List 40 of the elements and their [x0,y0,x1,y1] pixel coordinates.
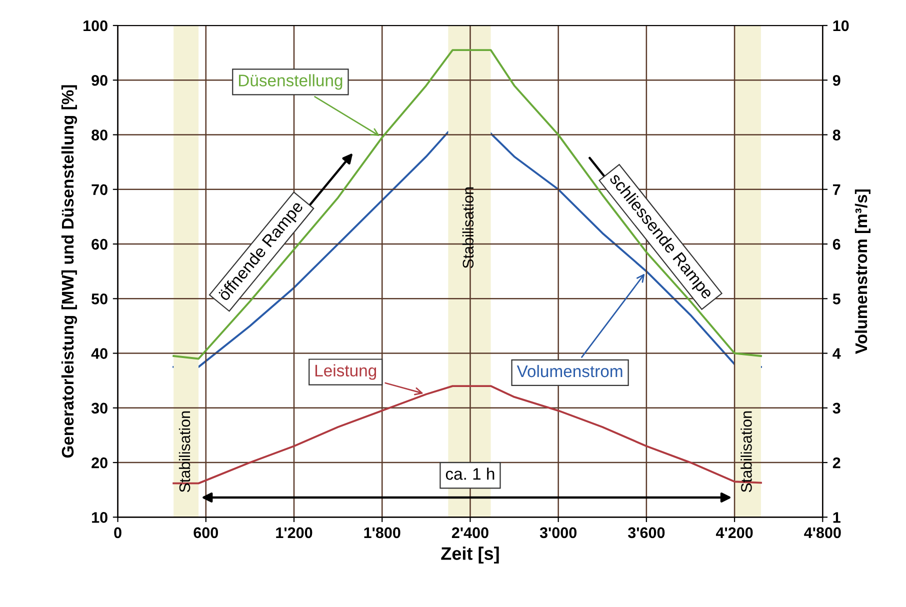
x-tick-label: 600 [194,527,218,538]
x-tick-label: 4'800 [804,527,841,538]
y-tick-label: 60 [92,238,108,250]
x-tick-label: 0 [114,527,122,538]
y2-tick-label: 7 [833,184,840,195]
band-label: Stabilisation [462,187,474,268]
y-tick-label: 10 [92,512,108,523]
y-tick-label: 70 [92,184,108,196]
y-tick-label: 40 [91,348,108,359]
y2-tick-label: 9 [832,74,840,86]
y2-tick-label: 6 [832,238,840,250]
x-tick-label: 3'000 [540,527,577,538]
y2-tick-label: 5 [832,294,840,304]
annotation: Leistung [315,364,376,380]
annotation: Düsenstellung [238,74,342,90]
y-tick-label: 100 [84,20,108,32]
y-tick-label: 20 [92,457,108,468]
band-label: Stabilisation [740,411,752,492]
y-tick-label: 30 [91,402,108,414]
y2-tick-label: 2 [832,457,840,468]
x-tick-label: 4'200 [716,527,753,538]
y2-tick-label: 8 [832,130,840,140]
y2-tick-label: 4 [832,348,841,359]
y2-tick-label: 1 [833,512,840,523]
x-axis-title: Zeit [s] [441,546,499,564]
y2-axis-title: Volumenstrom [m³/s] [854,190,870,354]
y2-tick-label: 3 [832,402,840,414]
y2-tick-label: 10 [833,20,849,32]
y-tick-label: 50 [92,294,108,304]
x-tick-label: 1'200 [276,527,312,538]
x-tick-label: 3'600 [628,527,665,538]
band-label: Stabilisation [178,411,190,492]
line-series [172,49,762,360]
y-axis-title: Generatorleistung [MW] und Düsenstellung [%] [61,85,78,458]
y-tick-label: 80 [92,130,108,140]
x-tick-label: 1'800 [364,527,400,538]
x-tick-label: 2'400 [452,527,488,538]
annotation: ca. 1 h [446,468,494,480]
y-tick-label: 90 [92,74,108,86]
annotation: Volumenstrom [516,364,622,378]
